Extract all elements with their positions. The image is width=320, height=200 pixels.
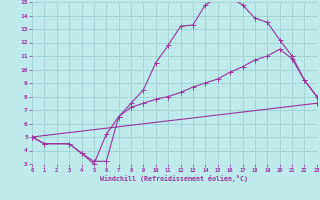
X-axis label: Windchill (Refroidissement éolien,°C): Windchill (Refroidissement éolien,°C) [100,175,248,182]
